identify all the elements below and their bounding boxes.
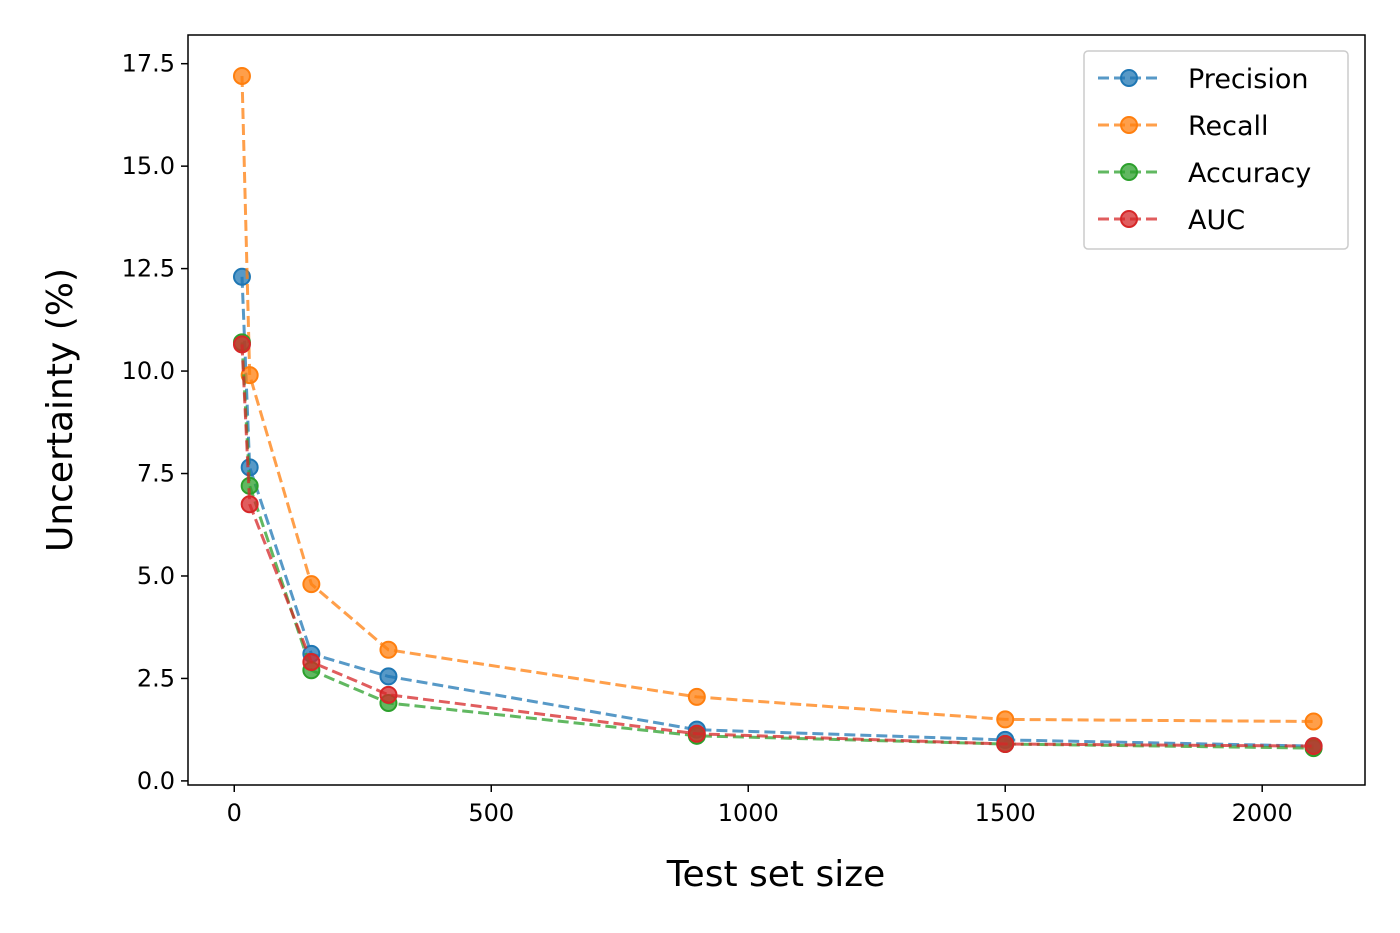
data-point-auc — [232, 335, 251, 354]
series-line-accuracy — [240, 342, 1314, 750]
data-point-precision — [379, 667, 398, 686]
data-point-recall — [379, 640, 398, 659]
legend-item-auc: AUC — [1098, 205, 1245, 236]
legend-marker-accuracy — [1120, 163, 1138, 181]
legend-label-accuracy: Accuracy — [1188, 158, 1311, 189]
plot-frame — [187, 34, 1366, 786]
y-tick-label: 2.5 — [137, 664, 175, 692]
data-point-auc — [996, 735, 1015, 754]
x-axis-title: Test set size — [666, 854, 886, 895]
data-point-auc — [379, 685, 398, 704]
y-tick-label: 15.0 — [122, 152, 175, 180]
data-point-recall — [240, 366, 259, 385]
x-tick-label: 0 — [227, 799, 242, 827]
series-auc — [232, 335, 1323, 756]
legend: Precision Recall Accuracy AUC — [1083, 50, 1349, 250]
data-point-recall — [302, 575, 321, 594]
data-point-recall — [996, 710, 1015, 729]
series-line-auc — [240, 344, 1314, 748]
legend-frame — [1083, 50, 1349, 250]
y-axis-title: Uncertainty (%) — [40, 268, 81, 552]
x-tick-label: 1500 — [975, 799, 1036, 827]
legend-item-accuracy: Accuracy — [1098, 158, 1311, 189]
data-point-auc — [687, 724, 706, 743]
legend-label-precision: Precision — [1188, 64, 1308, 95]
legend-marker-precision — [1120, 69, 1138, 87]
series-recall — [232, 66, 1323, 731]
data-point-recall — [687, 687, 706, 706]
legend-item-recall: Recall — [1098, 111, 1269, 142]
series-line-precision — [240, 276, 1314, 748]
x-tick-label: 500 — [468, 799, 514, 827]
series-precision — [232, 267, 1323, 756]
x-tick-label: 1000 — [718, 799, 779, 827]
data-point-recall — [1304, 712, 1323, 731]
x-axis: 0 500 1000 1500 2000 — [227, 785, 1293, 827]
y-tick-label: 17.5 — [122, 50, 175, 78]
legend-item-precision: Precision — [1098, 64, 1308, 95]
y-tick-label: 7.5 — [137, 460, 175, 488]
y-axis: 0.0 2.5 5.0 7.5 10.0 12.5 15.0 17.5 — [122, 50, 188, 795]
data-point-recall — [232, 66, 251, 85]
data-point-auc — [1304, 737, 1323, 756]
y-tick-label: 0.0 — [137, 767, 175, 795]
y-tick-label: 5.0 — [137, 562, 175, 590]
y-tick-label: 12.5 — [122, 255, 175, 283]
x-tick-label: 2000 — [1232, 799, 1293, 827]
data-point-auc — [302, 653, 321, 672]
data-point-auc — [240, 495, 259, 514]
legend-label-auc: AUC — [1188, 205, 1245, 236]
legend-marker-recall — [1120, 116, 1138, 134]
series-layer — [232, 66, 1323, 758]
y-tick-label: 10.0 — [122, 357, 175, 385]
legend-marker-auc — [1120, 210, 1138, 228]
legend-label-recall: Recall — [1188, 111, 1269, 142]
